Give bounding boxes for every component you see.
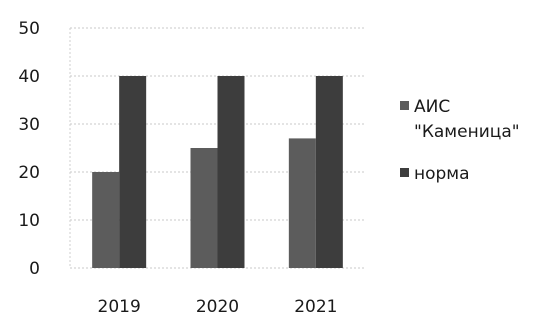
legend-item-series-2: норма [400, 162, 520, 187]
bar-2-2019 [119, 76, 147, 268]
legend-swatch-series-2 [400, 168, 409, 178]
y-tick-label-20: 20 [18, 163, 40, 183]
y-tick-label-30: 30 [18, 115, 40, 135]
y-tick-label-0: 0 [29, 259, 40, 279]
legend-item-series-1: АИС "Каменица" [400, 95, 520, 144]
y-tick-label-40: 40 [18, 67, 40, 87]
bar-1-2021 [288, 138, 316, 268]
y-tick-label-50: 50 [18, 19, 40, 39]
y-tick-label-10: 10 [18, 211, 40, 231]
legend-swatch-series-1 [400, 101, 409, 110]
bar-1-2020 [190, 148, 218, 268]
legend: АИС "Каменица" норма [400, 95, 520, 205]
x-tick-label-2019: 2019 [98, 297, 141, 317]
legend-label-series-1: АИС "Каменица" [414, 97, 520, 142]
x-tick-label-2021: 2021 [294, 297, 337, 317]
legend-label-series-2: норма [414, 164, 470, 185]
bar-2-2021 [315, 76, 343, 268]
bar-1-2019 [92, 172, 120, 268]
bar-2-2020 [217, 76, 245, 268]
x-tick-label-2020: 2020 [196, 297, 239, 317]
